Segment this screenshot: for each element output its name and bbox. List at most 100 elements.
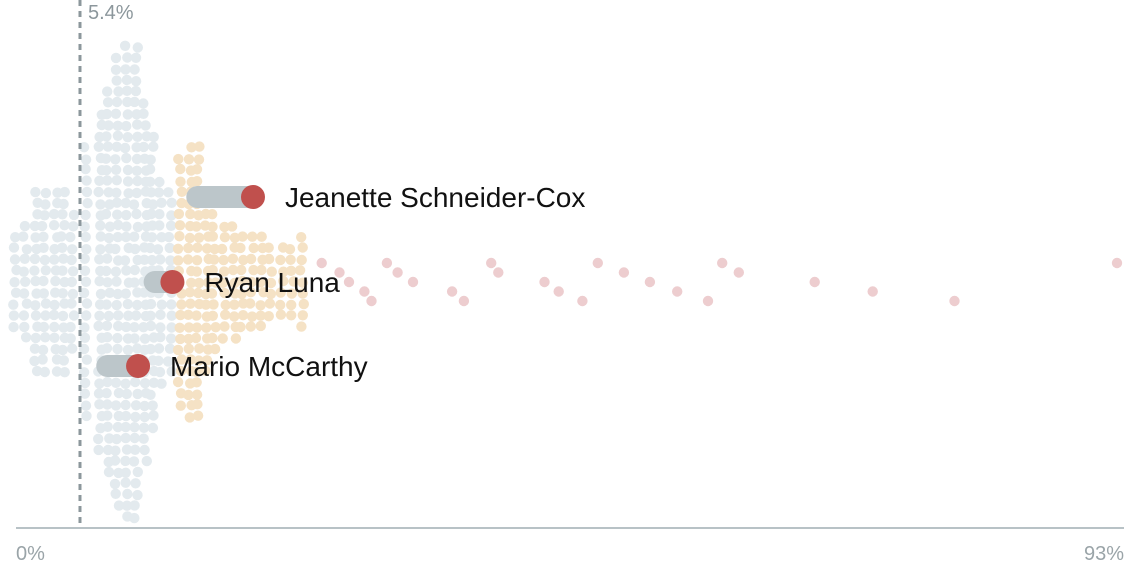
swarm-dot	[172, 243, 184, 254]
highlight-point[interactable]	[240, 185, 265, 209]
swarm-dot	[146, 232, 158, 243]
swarm-dot	[57, 209, 68, 220]
swarm-dot	[207, 310, 218, 321]
swarm-dot	[193, 277, 205, 289]
swarm-dot	[148, 410, 159, 421]
swarm-dot	[8, 321, 19, 333]
swarm-dot	[129, 64, 140, 75]
swarm-dot	[176, 186, 188, 197]
swarm-dot	[101, 343, 113, 354]
swarm-dot	[112, 288, 124, 300]
swarm-dot	[148, 377, 160, 388]
swarm-dot	[130, 52, 142, 63]
swarm-dot	[186, 277, 197, 288]
swarm-dot	[218, 254, 229, 266]
swarm-dot	[192, 410, 204, 421]
outlier-dot	[618, 267, 630, 278]
swarm-dot	[156, 232, 167, 243]
swarm-dot	[246, 311, 258, 322]
swarm-dot	[30, 310, 42, 321]
swarm-dot	[68, 221, 79, 232]
swarm-dot	[145, 320, 157, 332]
swarm-dot	[255, 320, 266, 332]
swarm-dot	[79, 221, 90, 232]
swarm-dot	[156, 299, 167, 310]
highlight-point[interactable]	[126, 354, 151, 378]
swarm-dot	[104, 287, 116, 298]
swarm-dot	[111, 141, 123, 152]
swarm-dot	[191, 176, 203, 187]
swarm-dot	[121, 74, 133, 86]
swarm-dot	[172, 376, 184, 388]
swarm-dot	[102, 421, 113, 432]
swarm-dot	[81, 298, 93, 309]
swarm-dot	[191, 164, 203, 175]
swarm-dot	[263, 242, 274, 253]
swarm-dot	[210, 322, 221, 333]
swarm-dot	[145, 389, 156, 400]
swarm-dot	[30, 186, 41, 198]
swarm-dot	[94, 399, 105, 410]
swarm-dot	[191, 366, 202, 377]
swarm-dot	[95, 220, 106, 231]
swarm-dot	[131, 153, 143, 165]
swarm-dot	[191, 310, 202, 321]
outlier-dot	[577, 295, 588, 307]
swarm-dot	[185, 208, 196, 220]
swarm-dot	[102, 175, 113, 186]
swarm-dot	[153, 187, 165, 198]
outlier-dot	[316, 257, 327, 269]
swarm-dot	[19, 321, 30, 333]
swarm-dot	[112, 219, 124, 231]
swarm-dot	[227, 264, 239, 276]
swarm-dot	[65, 231, 76, 243]
swarm-dot	[110, 445, 121, 456]
swarm-dot	[121, 120, 132, 132]
swarm-dot	[38, 231, 49, 242]
swarm-dot	[120, 455, 131, 467]
swarm-dot	[141, 455, 152, 467]
swarm-dot	[207, 221, 218, 232]
highlight-point[interactable]	[160, 270, 185, 294]
x-tick-label-min: 0%	[16, 543, 45, 565]
swarm-dot	[278, 266, 289, 277]
swarm-dot	[201, 322, 212, 333]
swarm-dot	[246, 276, 257, 288]
swarm-dot	[95, 244, 106, 255]
swarm-dot	[79, 388, 91, 399]
swarm-dot	[203, 277, 214, 288]
outlier-dot	[1111, 257, 1123, 269]
swarm-dot	[207, 209, 218, 220]
swarm-dot	[110, 488, 121, 499]
swarm-dot	[40, 310, 51, 321]
swarm-dot	[123, 188, 134, 199]
swarm-dot	[166, 197, 177, 208]
swarm-dot	[18, 310, 30, 321]
swarm-dot	[78, 367, 90, 378]
swarm-dot	[123, 310, 134, 321]
outlier-dot	[446, 286, 458, 297]
swarm-dot	[220, 299, 231, 311]
swarm-dot	[112, 209, 123, 220]
swarm-dot	[190, 332, 202, 344]
swarm-dot	[110, 243, 121, 255]
swarm-dot	[121, 221, 132, 232]
swarm-dot	[191, 221, 202, 232]
swarm-dot	[174, 231, 185, 242]
swarm-dot	[145, 343, 156, 355]
swarm-dot	[140, 120, 151, 131]
swarm-dot	[81, 310, 92, 321]
swarm-dot	[153, 355, 164, 366]
swarm-dot	[263, 253, 275, 265]
swarm-dot	[101, 320, 113, 331]
swarm-dot	[51, 366, 63, 377]
swarm-dot	[175, 400, 186, 411]
swarm-dot	[78, 343, 90, 355]
swarm-dot	[166, 322, 177, 333]
swarm-dot	[145, 298, 157, 310]
swarm-dot	[294, 265, 306, 276]
swarm-dot	[39, 366, 50, 378]
swarm-dot	[120, 432, 131, 444]
swarm-dot	[59, 186, 70, 198]
outlier-dot	[334, 267, 345, 278]
